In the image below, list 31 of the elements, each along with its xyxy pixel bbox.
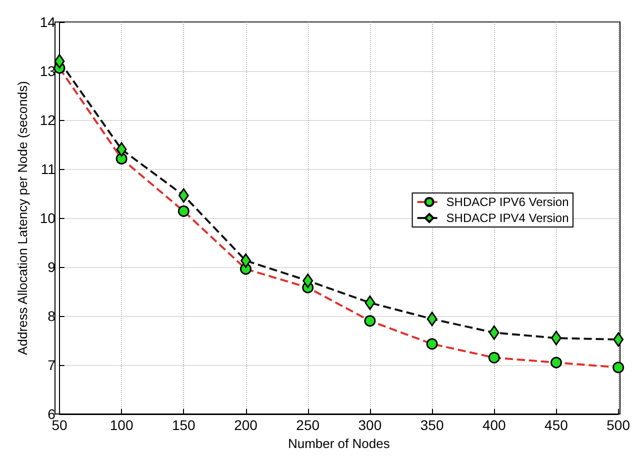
y-tick-label: 13 bbox=[40, 63, 56, 79]
legend-label: SHDACP IPV4 Version bbox=[446, 211, 569, 225]
y-tick-label: 7 bbox=[48, 357, 56, 373]
y-tick-label: 12 bbox=[40, 112, 56, 128]
x-tick-label: 250 bbox=[296, 417, 320, 433]
point bbox=[54, 54, 65, 68]
x-tick-label: 450 bbox=[544, 417, 568, 433]
point bbox=[116, 142, 127, 157]
y-tick-label: 14 bbox=[40, 14, 56, 30]
point bbox=[426, 312, 438, 326]
y-axis-title: Address Allocation Latency per Node (seconds) bbox=[15, 81, 30, 355]
y-tick-label: 10 bbox=[40, 210, 56, 226]
x-tick-label: 500 bbox=[606, 417, 630, 433]
x-tick-label: 150 bbox=[172, 417, 196, 433]
point bbox=[364, 296, 376, 310]
x-tick-label: 350 bbox=[420, 417, 444, 433]
y-tick-label: 8 bbox=[48, 308, 56, 324]
y-tick-label: 11 bbox=[40, 161, 56, 177]
point bbox=[613, 332, 624, 347]
point bbox=[488, 325, 500, 340]
x-tick-label: 400 bbox=[482, 417, 506, 433]
point bbox=[550, 330, 562, 346]
point bbox=[240, 253, 252, 268]
point bbox=[302, 273, 314, 288]
x-tick-label: 300 bbox=[358, 417, 382, 433]
x-tick-label: 200 bbox=[234, 417, 258, 433]
x-axis-title: Number of Nodes bbox=[288, 436, 390, 451]
x-tick-label: 100 bbox=[110, 417, 134, 433]
y-tick-label: 9 bbox=[48, 259, 56, 275]
point bbox=[178, 188, 189, 203]
legend-label: SHDACP IPV6 Version bbox=[446, 195, 569, 209]
